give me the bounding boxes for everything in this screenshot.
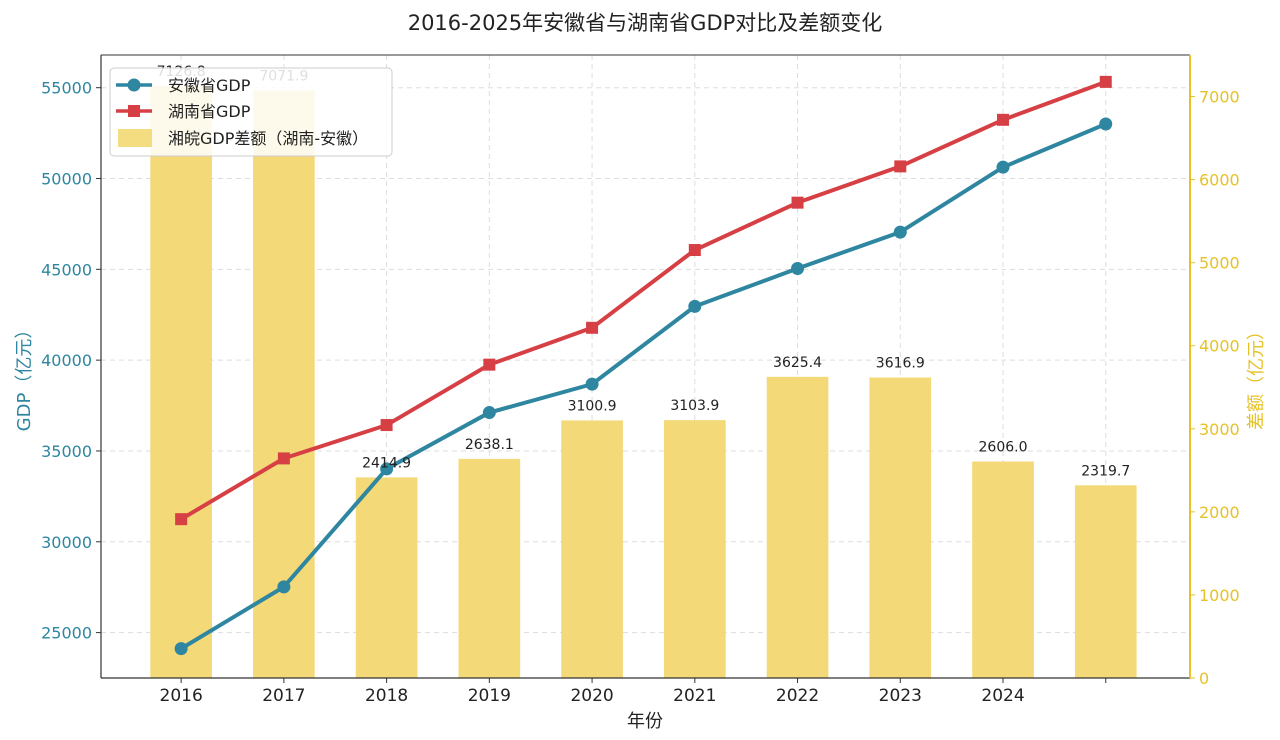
diff-bar-2016 <box>150 86 212 678</box>
y-right-tick-label: 0 <box>1199 669 1209 688</box>
legend-box <box>109 67 393 157</box>
anhui-gdp-point-2025 <box>1099 117 1113 131</box>
diff-bar-2022 <box>766 376 829 678</box>
legend-hunan-label: 湖南省GDP <box>168 102 251 121</box>
bar-series <box>150 86 1137 678</box>
y-left-tick-label: 50000 <box>41 170 92 189</box>
y-right-tick-label: 1000 <box>1199 586 1240 605</box>
x-tick-label-2017: 2017 <box>262 686 305 706</box>
x-tick-label-2016: 2016 <box>160 686 203 706</box>
diff-bar-2017 <box>253 90 315 678</box>
y-axis-left-label: GDP（亿元） <box>14 321 35 432</box>
anhui-gdp-point-2019 <box>482 406 496 420</box>
y-right-tick-label: 5000 <box>1199 254 1240 273</box>
y-left-tick-label: 25000 <box>41 624 92 643</box>
hunan-gdp-point-2025 <box>1099 75 1112 88</box>
x-tick-label-2020: 2020 <box>570 686 613 706</box>
line-series <box>174 75 1113 656</box>
legend-diff-label: 湘皖GDP差额（湖南-安徽） <box>168 129 368 148</box>
diff-bar-label-2020: 3100.9 <box>568 398 617 414</box>
hunan-gdp-point-2017 <box>277 452 290 465</box>
legend-anhui-label: 安徽省GDP <box>168 76 251 95</box>
y-right-tick-label: 3000 <box>1199 420 1240 439</box>
y-right-tick-label: 4000 <box>1199 337 1240 356</box>
diff-bar-label-2021: 3103.9 <box>670 398 719 414</box>
y-right-tick-label: 2000 <box>1199 503 1240 522</box>
anhui-gdp-point-2022 <box>791 262 805 276</box>
anhui-gdp-point-2024 <box>996 160 1010 174</box>
diff-bar-label-2024: 2606.0 <box>979 440 1028 456</box>
hunan-gdp-point-2024 <box>997 113 1010 126</box>
diff-bar-2024 <box>972 461 1034 678</box>
x-axis-label: 年份 <box>627 711 663 732</box>
anhui-gdp-point-2016 <box>174 642 188 656</box>
chart-title: 2016-2025年安徽省与湖南省GDP对比及差额变化 <box>408 11 883 35</box>
y-left-tick-label: 45000 <box>41 260 92 279</box>
diff-bar-2021 <box>663 420 726 678</box>
legend-anhui-marker <box>127 78 141 92</box>
x-tick-label-2023: 2023 <box>879 686 922 706</box>
hunan-gdp-line <box>180 80 1107 521</box>
hunan-gdp-point-2023 <box>894 160 907 173</box>
anhui-gdp-point-2023 <box>893 225 907 239</box>
axes: 25000 30000 35000 40000 45000 50000 55000 0 1000… <box>41 54 1240 706</box>
diff-bar-2025 <box>1074 485 1137 678</box>
diff-bar-label-2023: 3616.9 <box>876 356 925 372</box>
x-tick-label-2018: 2018 <box>365 686 408 706</box>
anhui-gdp-line <box>180 122 1107 651</box>
legend: 安徽省GDP 湖南省GDP 湘皖GDP差额（湖南-安徽） <box>109 67 393 157</box>
y-axis-right-label: 差额（亿元） <box>1246 322 1267 430</box>
hunan-gdp-point-2019 <box>483 358 496 371</box>
hunan-gdp-point-2016 <box>175 513 188 526</box>
y-left-tick-label: 40000 <box>41 351 92 370</box>
y-left-tick-label: 55000 <box>41 79 92 98</box>
legend-diff-swatch <box>118 129 152 147</box>
y-right-tick-label: 7000 <box>1199 88 1240 107</box>
hunan-gdp-point-2018 <box>380 419 393 432</box>
anhui-gdp-point-2020 <box>585 377 599 391</box>
x-tick-label-2019: 2019 <box>468 686 511 706</box>
legend-hunan-marker <box>128 105 140 117</box>
hunan-gdp-point-2021 <box>688 244 701 257</box>
diff-bar-label-2025: 2319.7 <box>1081 463 1130 479</box>
hunan-gdp-point-2020 <box>586 321 599 334</box>
hunan-gdp-point-2022 <box>791 196 804 209</box>
anhui-gdp-point-2018 <box>380 462 394 476</box>
diff-bar-label-2022: 3625.4 <box>773 355 822 371</box>
diff-bar-label-2018: 2414.9 <box>362 455 411 471</box>
anhui-gdp-point-2017 <box>277 580 291 594</box>
diff-bar-2023 <box>869 377 932 678</box>
x-tick-label-2021: 2021 <box>673 686 716 706</box>
diff-bar-2020 <box>561 420 623 678</box>
diff-bar-2018 <box>355 477 418 678</box>
diff-bar-2019 <box>458 458 521 678</box>
x-tick-label-2022: 2022 <box>776 686 819 706</box>
y-left-tick-label: 35000 <box>41 442 92 461</box>
diff-bar-label-2019: 2638.1 <box>465 437 514 453</box>
x-tick-label-2024: 2024 <box>981 686 1024 706</box>
y-right-tick-label: 6000 <box>1199 171 1240 190</box>
anhui-gdp-point-2021 <box>688 299 702 313</box>
y-left-tick-label: 30000 <box>41 533 92 552</box>
